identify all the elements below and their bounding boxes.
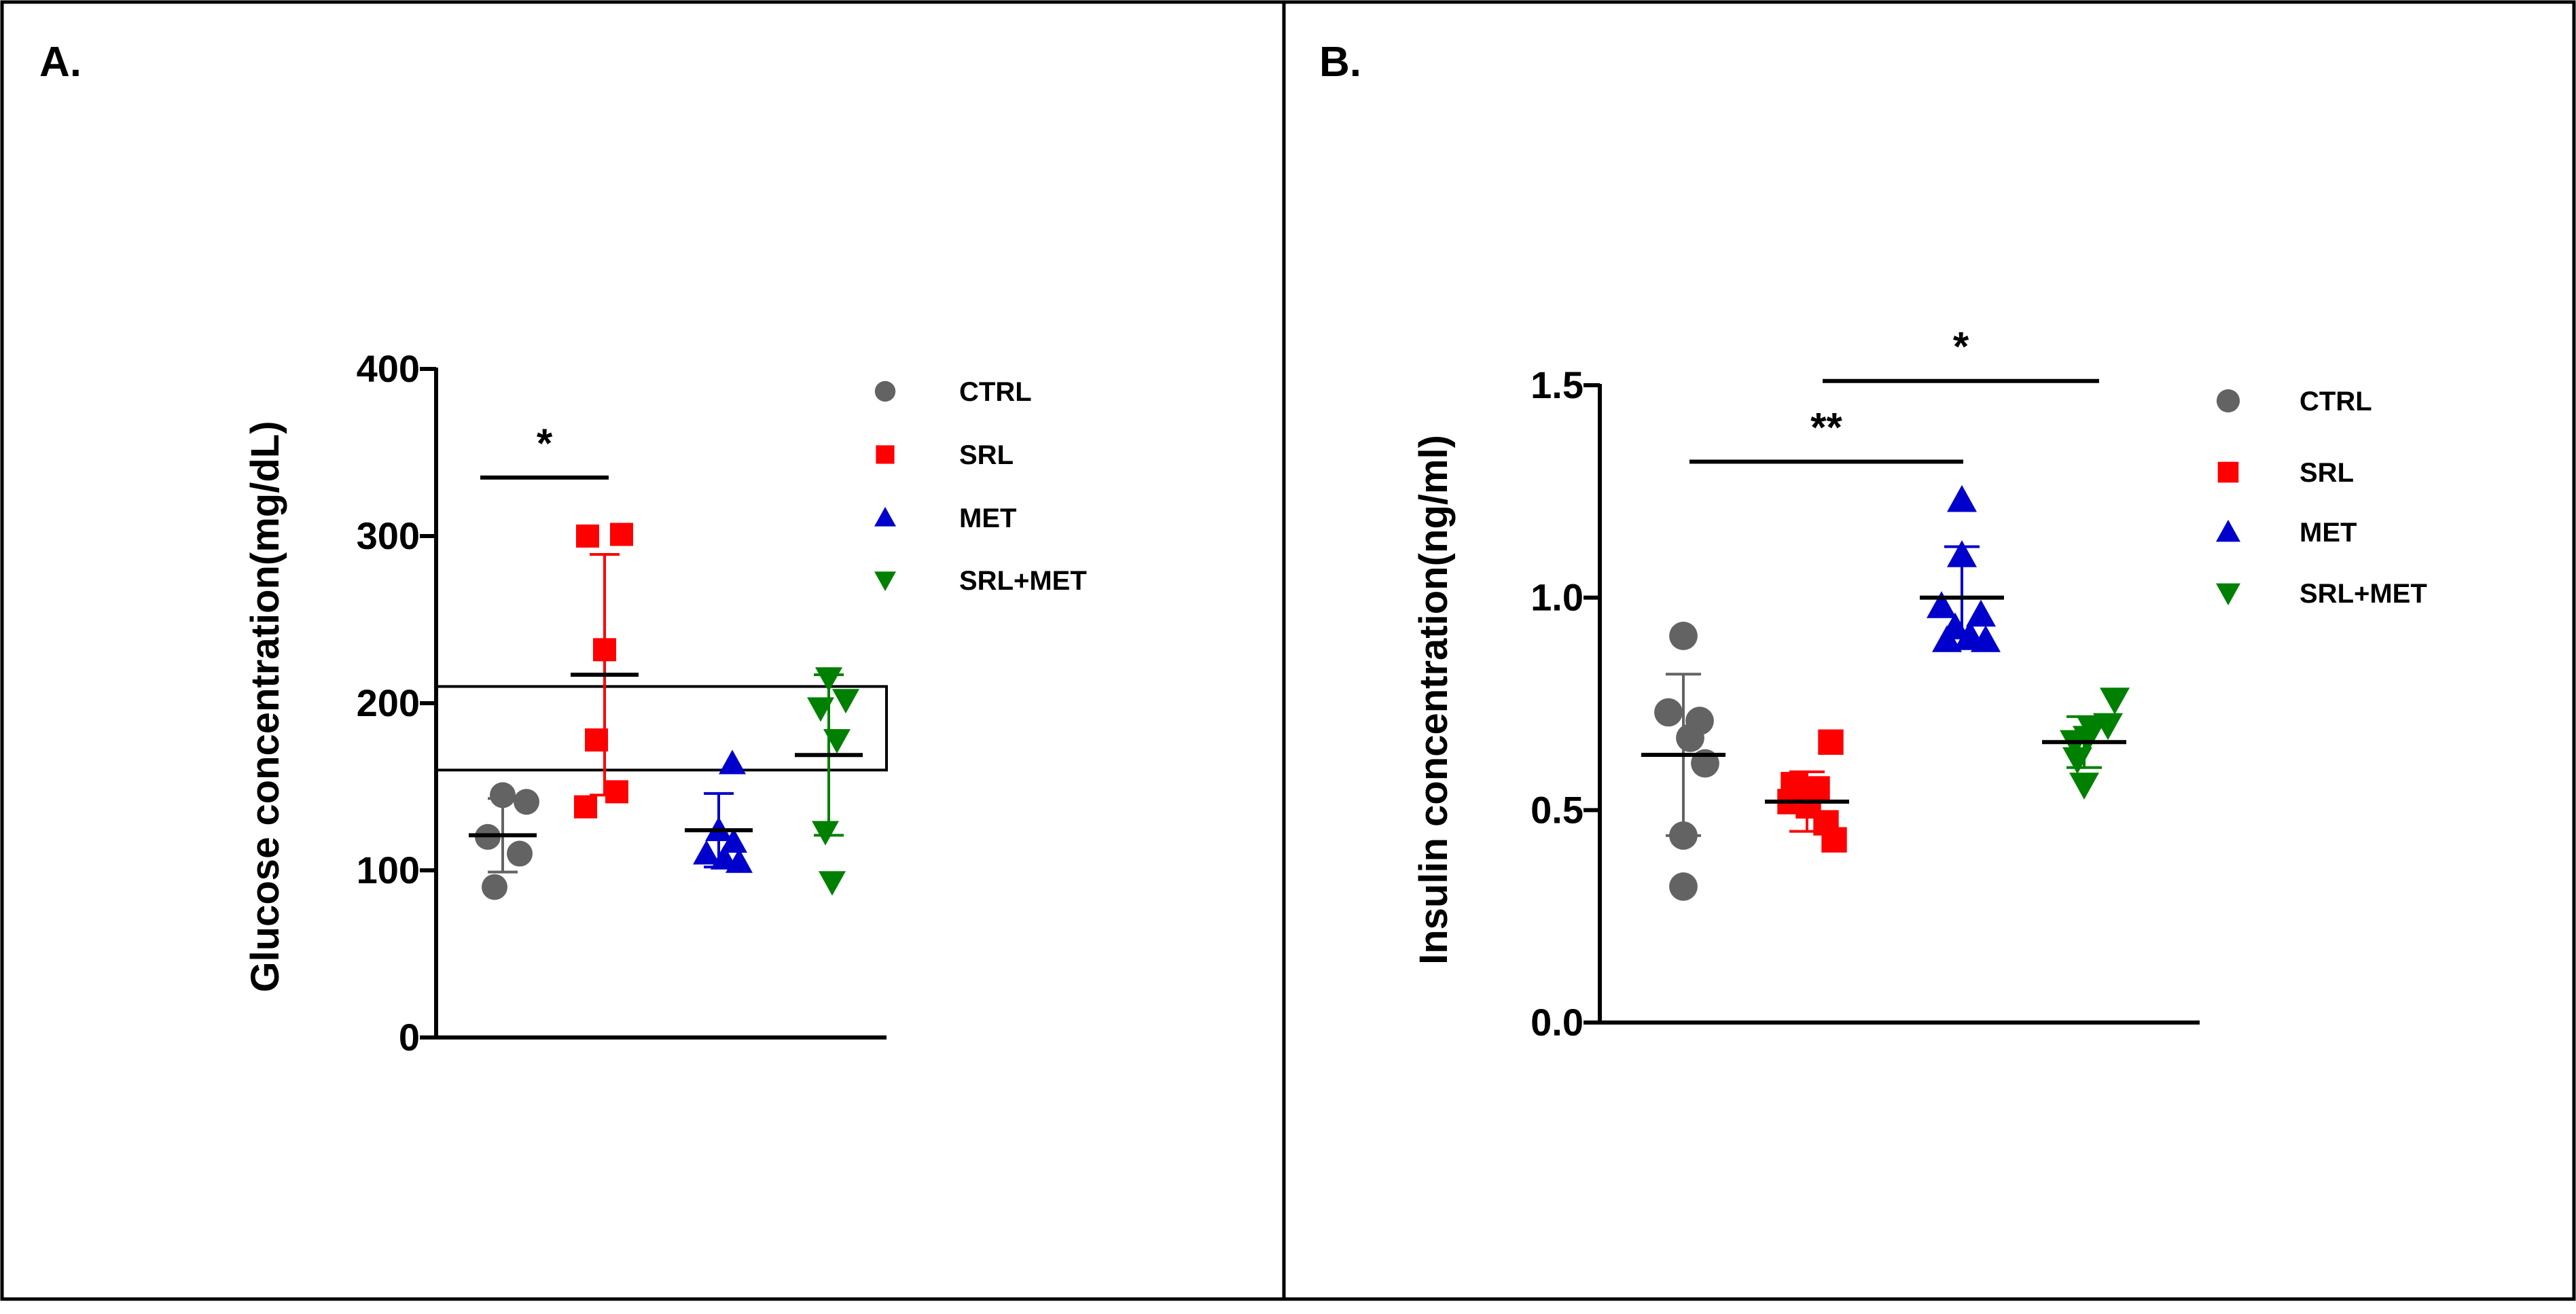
- insulin-legend-label: CTRL: [2300, 387, 2372, 416]
- insulin-y-tick-label: 0.5: [1531, 788, 1584, 831]
- insulin-point-met: [1932, 625, 1962, 652]
- insulin-y-tick-label: 0.0: [1531, 1001, 1584, 1044]
- insulin-y-tick-label: 1.0: [1531, 576, 1584, 619]
- glucose-legend-marker: [874, 571, 896, 591]
- insulin-legend-label: SRL+MET: [2300, 579, 2427, 609]
- insulin-point-srl-met: [2069, 773, 2099, 800]
- glucose-point-ctrl: [507, 840, 533, 867]
- insulin-legend-label: SRL: [2300, 458, 2354, 488]
- insulin-point-met: [1927, 591, 1956, 618]
- glucose-y-tick-label: 100: [357, 849, 420, 891]
- glucose-legend-label: SRL+MET: [959, 566, 1087, 596]
- insulin-point-met: [1971, 625, 2001, 652]
- glucose-legend-label: MET: [959, 503, 1016, 533]
- insulin-point-met: [1966, 599, 1996, 627]
- glucose-significance-label: *: [537, 421, 553, 466]
- glucose-legend-marker: [876, 445, 895, 464]
- glucose-y-axis-title: Glucose concentration(mg/dL): [243, 421, 287, 992]
- insulin-chart: 0.0 0.5 1.0 1.5 Insulin concentration(ng/ml)…: [1412, 324, 2427, 1044]
- glucose-legend-label: SRL: [959, 440, 1014, 470]
- panel-b-frame: [1282, 0, 2576, 1301]
- glucose-point-ctrl: [514, 789, 539, 815]
- glucose-legend-marker: [874, 507, 896, 527]
- insulin-point-ctrl: [1669, 622, 1698, 650]
- insulin-point-ctrl: [1669, 872, 1698, 901]
- insulin-point-ctrl: [1676, 724, 1704, 752]
- insulin-legend-label: MET: [2300, 518, 2357, 548]
- insulin-y-axis-title: Insulin concentration(ng/ml): [1412, 435, 1456, 965]
- glucose-point-srl-met: [812, 821, 839, 846]
- glucose-y-tick-label: 200: [357, 681, 420, 724]
- insulin-point-ctrl: [1654, 698, 1683, 727]
- insulin-legend-marker: [2216, 583, 2240, 605]
- panel-b-label: B.: [1319, 39, 1361, 86]
- glucose-point-met: [693, 840, 720, 865]
- glucose-point-ctrl: [490, 782, 516, 809]
- insulin-point-met: [1947, 484, 1977, 512]
- glucose-y-tick-label: 400: [357, 347, 420, 390]
- insulin-significance-label: **: [1810, 405, 1842, 450]
- glucose-point-srl-met: [819, 871, 846, 896]
- insulin-point-met: [1947, 540, 1977, 567]
- glucose-point-srl: [610, 522, 633, 546]
- glucose-legend-marker: [874, 380, 896, 402]
- glucose-point-srl: [574, 795, 597, 819]
- insulin-point-srl: [1818, 729, 1844, 755]
- glucose-chart: 0 100 200 300 400 Glucose concentration(mg/dL…: [243, 347, 1087, 1059]
- insulin-point-srl: [1821, 827, 1847, 853]
- glucose-highlight-box: [435, 685, 888, 772]
- glucose-point-srl: [576, 525, 599, 548]
- insulin-legend-marker: [2216, 520, 2240, 542]
- glucose-point-ctrl: [482, 874, 507, 900]
- glucose-y-tick-label: 300: [357, 514, 420, 557]
- insulin-point-srl-met: [2100, 688, 2130, 715]
- glucose-point-srl-met: [832, 689, 859, 714]
- insulin-point-ctrl: [1669, 821, 1698, 850]
- glucose-y-tick-label: 0: [399, 1016, 420, 1059]
- panel-a-label: A.: [39, 39, 82, 86]
- insulin-legend-marker: [2216, 389, 2240, 413]
- glucose-legend-label: CTRL: [959, 377, 1032, 407]
- glucose-point-met: [720, 828, 747, 853]
- glucose-point-met: [719, 749, 746, 775]
- insulin-legend-marker: [2217, 461, 2239, 483]
- insulin-y-tick-label: 1.5: [1531, 363, 1584, 406]
- glucose-point-srl-met: [823, 729, 851, 754]
- glucose-point-srl-met: [807, 697, 834, 722]
- glucose-point-srl-met: [815, 667, 842, 692]
- insulin-point-srl-met: [2062, 747, 2092, 775]
- glucose-point-srl: [593, 638, 616, 662]
- panel-a-frame: [0, 0, 1286, 1301]
- glucose-point-srl: [605, 780, 628, 804]
- glucose-point-met: [726, 848, 753, 873]
- glucose-point-srl: [585, 728, 608, 752]
- insulin-significance-label: *: [1953, 324, 1969, 370]
